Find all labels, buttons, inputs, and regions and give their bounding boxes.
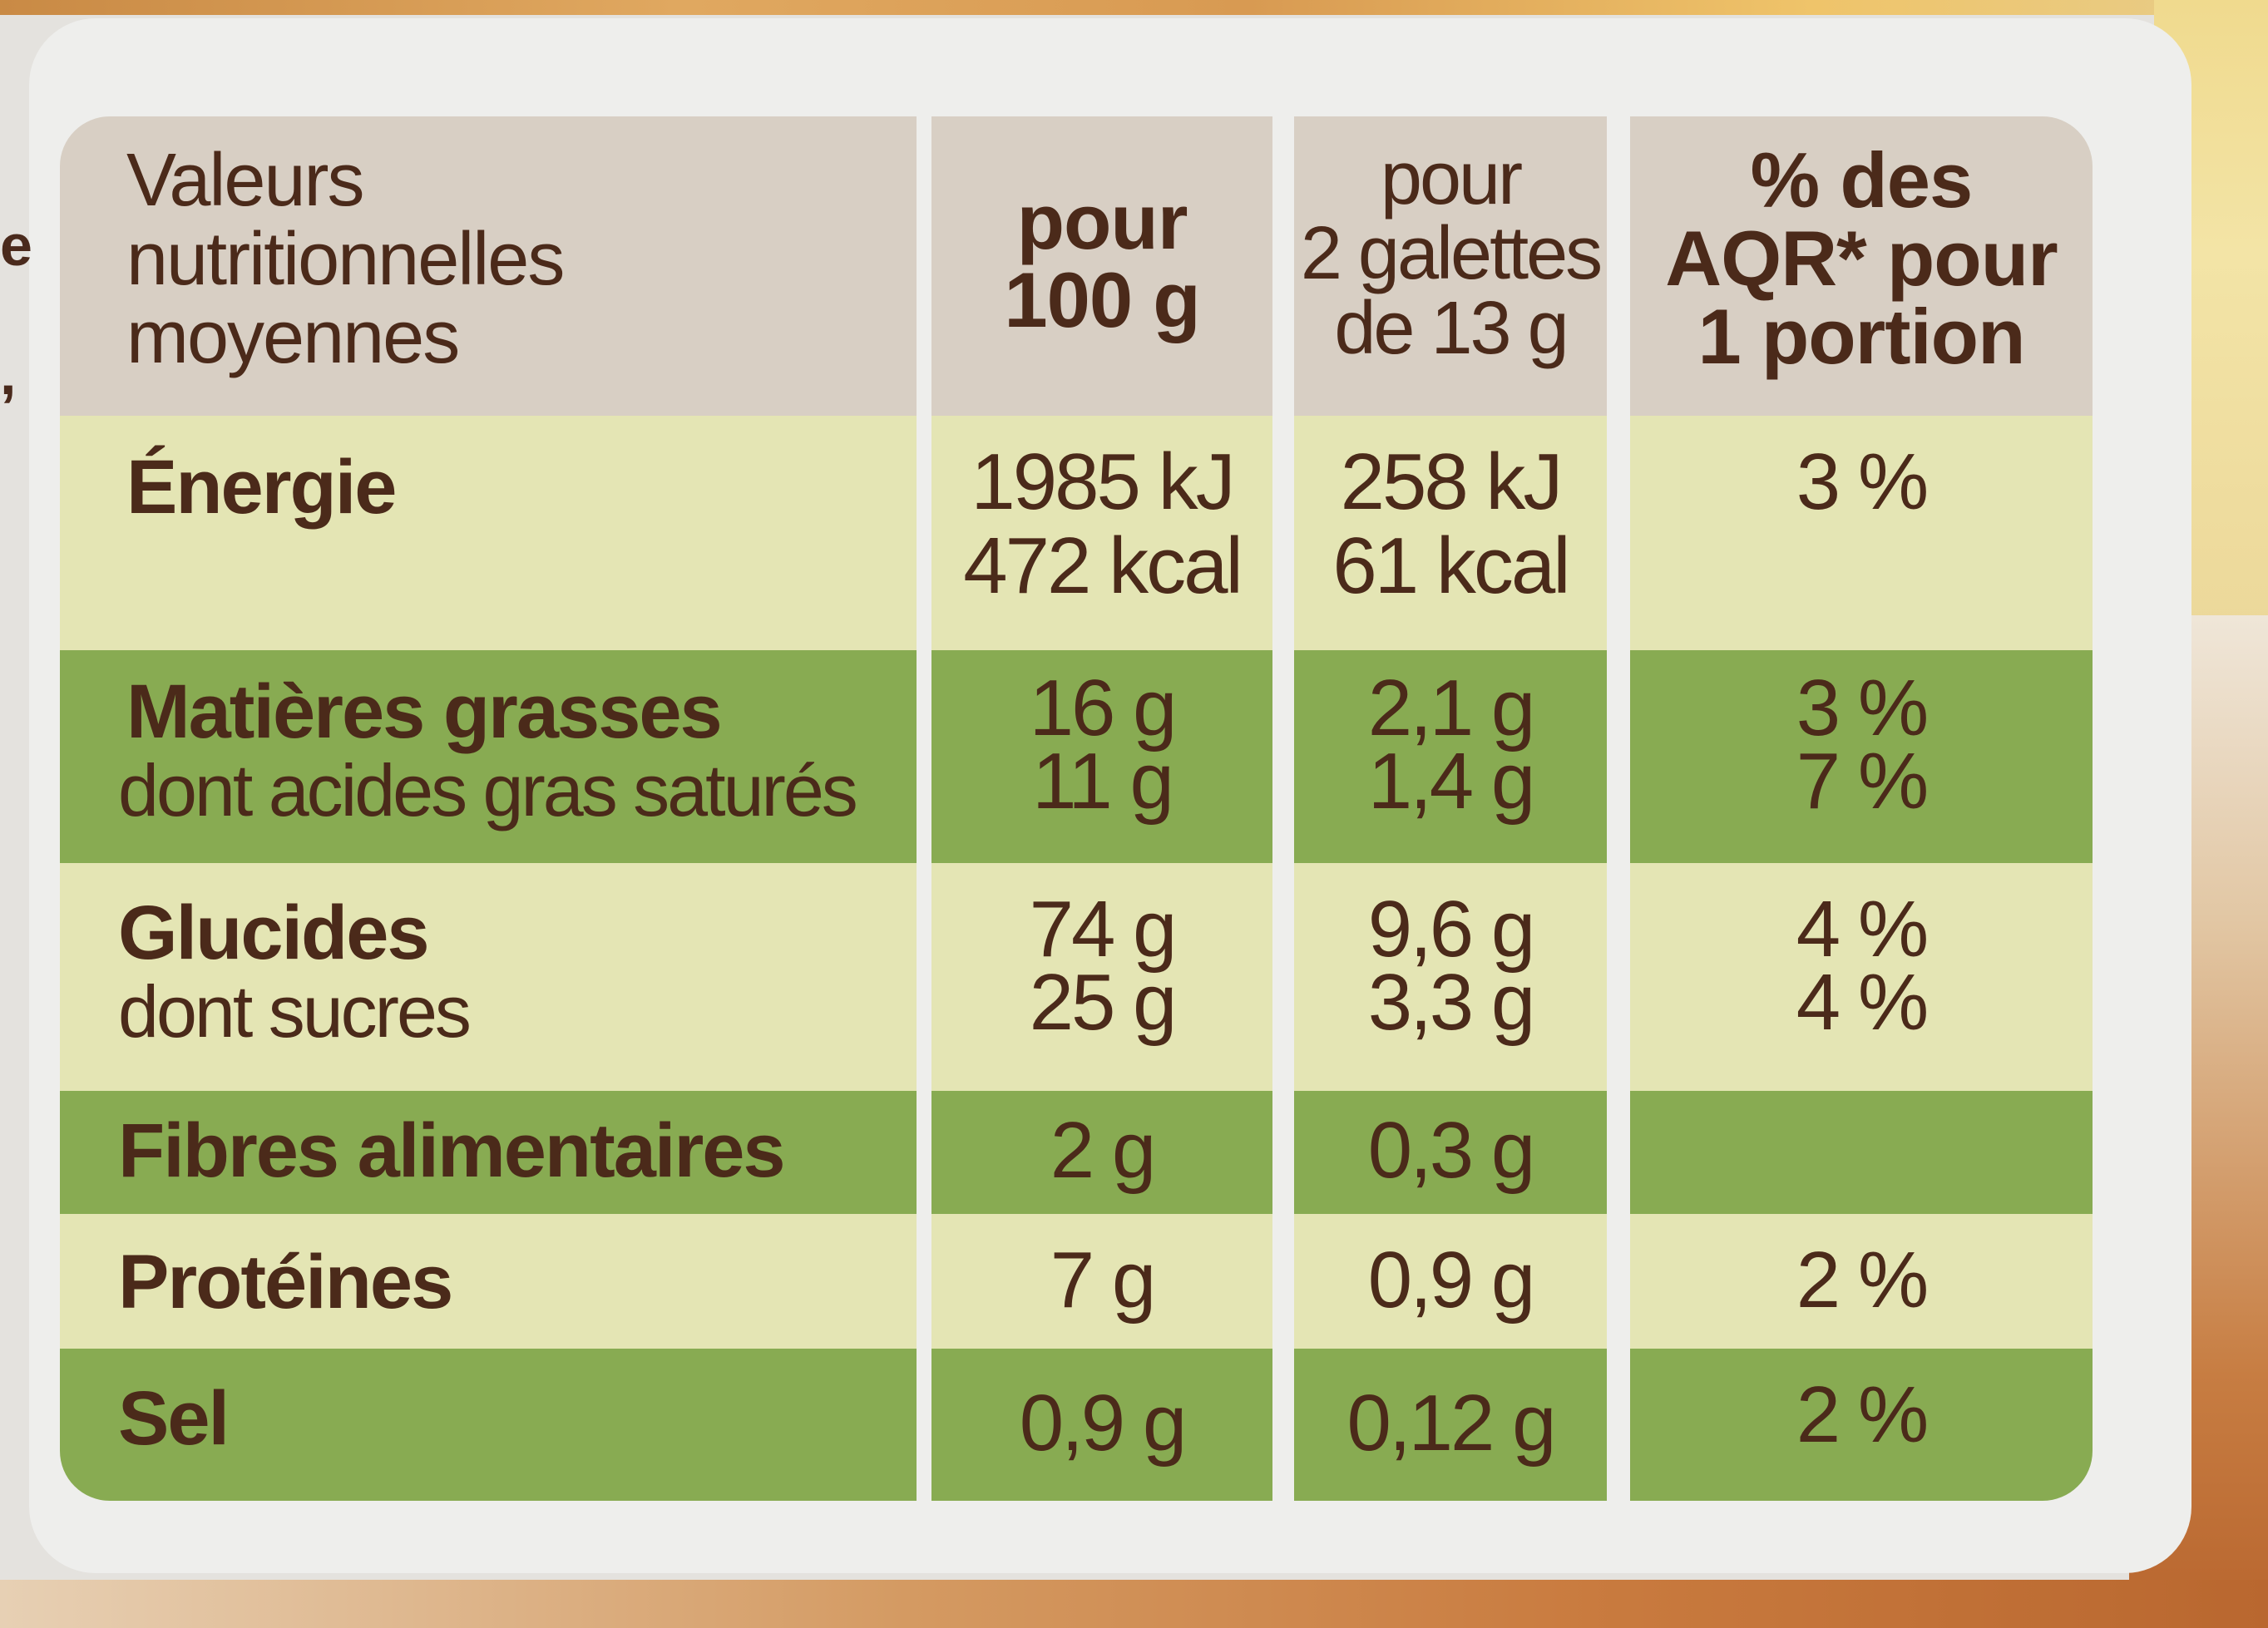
row-energie-per-100g: 1985 kJ 472 kcal	[931, 416, 1272, 650]
nutrient-name: Énergie	[126, 445, 397, 530]
header-aqr-line: 1 portion	[1697, 293, 2025, 380]
row-fibres-per-portion: 0,3 g	[1294, 1091, 1607, 1214]
row-glucides-per-100g: 74 g 25 g	[931, 863, 1272, 1091]
header-per-100g-line: pour	[1016, 178, 1188, 265]
row-matieres-grasses-per-100g: 16 g 11 g	[931, 650, 1272, 863]
value-line: 61 kcal	[1332, 520, 1570, 610]
value-line: 25 g	[1029, 958, 1178, 1048]
value-line: 16 g	[1029, 664, 1178, 752]
value-line: 1985 kJ	[971, 437, 1235, 526]
row-energie-aqr: 3 %	[1630, 416, 2093, 650]
header-per-100g-line: 100 g	[1004, 256, 1200, 343]
left-edge-fragment: ,	[0, 342, 17, 407]
value-line: 472 kcal	[963, 520, 1243, 610]
value-line: 7 g	[1050, 1236, 1156, 1325]
row-proteines-per-100g: 7 g	[931, 1214, 1272, 1349]
value-line: 11 g	[1032, 737, 1174, 826]
value-line: 9,6 g	[1367, 885, 1536, 974]
nutrient-name: Sel	[118, 1376, 230, 1461]
value-line: 4 %	[1796, 958, 1929, 1048]
value-line: 0,9 g	[1019, 1379, 1188, 1468]
value-line: 0,12 g	[1346, 1379, 1557, 1468]
nutrient-sub-name: dont acides gras saturés	[118, 748, 858, 831]
row-matieres-grasses-aqr: 3 % 7 %	[1630, 650, 2093, 863]
value-line: 74 g	[1029, 885, 1178, 974]
row-sel-aqr: 2 %	[1630, 1349, 2093, 1501]
header-per-portion-line: pour	[1380, 137, 1523, 220]
value-line: 3 %	[1796, 437, 1929, 526]
row-proteines-aqr: 2 %	[1630, 1214, 2093, 1349]
value-line: 2 %	[1796, 1236, 1929, 1325]
value-line: 1,4 g	[1367, 737, 1536, 826]
header-per-100g-cell: pour 100 g	[931, 116, 1272, 416]
header-aqr-line: AQR* pour	[1665, 215, 2058, 302]
value-line: 2,1 g	[1367, 664, 1536, 752]
nutrient-name: Fibres alimentaires	[118, 1108, 786, 1193]
nutrient-name: Glucides	[118, 890, 430, 975]
header-per-portion-cell: pour 2 galettes de 13 g	[1294, 116, 1607, 416]
value-line: 3,3 g	[1367, 958, 1536, 1048]
nutrient-sub-name: dont sucres	[118, 969, 472, 1053]
row-glucides-aqr: 4 % 4 %	[1630, 863, 2093, 1091]
nutrient-name: Protéines	[118, 1240, 453, 1325]
row-matieres-grasses-name: Matières grasses dont acides gras saturé…	[60, 650, 917, 863]
row-proteines-name: Protéines	[60, 1214, 917, 1349]
value-line: 4 %	[1796, 885, 1929, 974]
value-line: 0,3 g	[1367, 1106, 1536, 1195]
row-sel-name: Sel	[60, 1349, 917, 1501]
value-line: 3 %	[1796, 664, 1929, 752]
value-line: 2 g	[1050, 1106, 1156, 1195]
packaging-top-edge	[0, 0, 2268, 15]
row-glucides-per-portion: 9,6 g 3,3 g	[1294, 863, 1607, 1091]
packaging-bottom-edge	[0, 1580, 2268, 1628]
header-per-portion-line: de 13 g	[1334, 287, 1569, 370]
header-name-line: moyennes	[126, 296, 460, 379]
value-line: 258 kJ	[1340, 437, 1564, 526]
row-glucides-name: Glucides dont sucres	[60, 863, 917, 1091]
row-energie-name: Énergie	[60, 416, 917, 650]
row-proteines-per-portion: 0,9 g	[1294, 1214, 1607, 1349]
row-fibres-per-100g: 2 g	[931, 1091, 1272, 1214]
row-sel-per-100g: 0,9 g	[931, 1349, 1272, 1501]
header-name-line: Valeurs	[126, 139, 364, 222]
row-sel-per-portion: 0,12 g	[1294, 1349, 1607, 1501]
value-line: 0,9 g	[1367, 1236, 1536, 1325]
row-energie-per-portion: 258 kJ 61 kcal	[1294, 416, 1607, 650]
header-per-portion-line: 2 galettes	[1300, 212, 1603, 295]
value-line: 2 %	[1796, 1370, 1929, 1459]
value-line: 7 %	[1796, 737, 1929, 826]
header-aqr-line: % des	[1750, 136, 1974, 224]
header-name-cell: Valeurs nutritionnelles moyennes	[60, 116, 917, 416]
nutrient-name: Matières grasses	[126, 669, 723, 754]
left-edge-fragment: e	[0, 213, 32, 278]
header-aqr-cell: % des AQR* pour 1 portion	[1630, 116, 2093, 416]
row-matieres-grasses-per-portion: 2,1 g 1,4 g	[1294, 650, 1607, 863]
header-name-line: nutritionnelles	[126, 217, 565, 301]
row-fibres-aqr	[1630, 1091, 2093, 1214]
row-fibres-name: Fibres alimentaires	[60, 1091, 917, 1214]
